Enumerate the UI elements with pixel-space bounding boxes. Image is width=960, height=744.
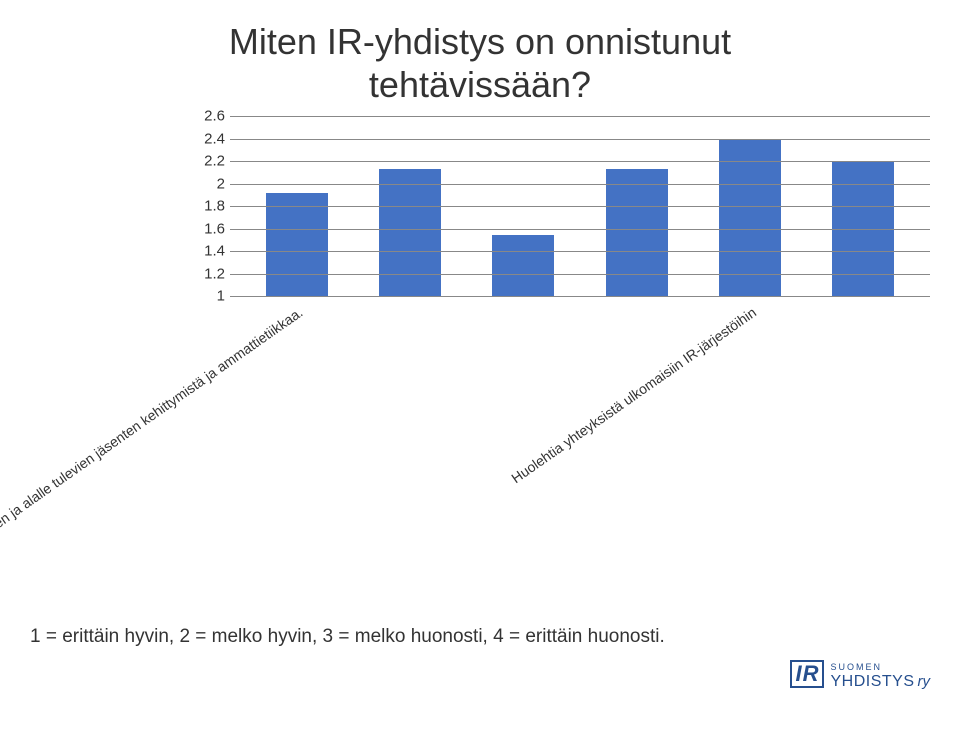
ytick-label: 1.4: [190, 243, 225, 260]
bar: [379, 169, 441, 296]
bar: [719, 139, 781, 297]
ytick-label: 1.2: [190, 265, 225, 282]
plot-area: Edistää alalla toimivien ja alalle tulev…: [230, 116, 930, 297]
gridline: [230, 251, 930, 252]
gridline: [230, 139, 930, 140]
chart-title: Miten IR-yhdistys on onnistunut tehtävis…: [30, 20, 930, 106]
ytick-label: 2.4: [190, 130, 225, 147]
logo-suomen: SUOMEN: [830, 662, 882, 672]
ytick-label: 2: [190, 175, 225, 192]
xtick-label: Huolehtia yhteyksistä ulkomaisiin IR-jär…: [508, 304, 759, 486]
bar: [266, 193, 328, 297]
bar: [492, 235, 554, 297]
bar-chart: Edistää alalla toimivien ja alalle tulev…: [190, 116, 930, 616]
logo-ry: ry: [918, 673, 931, 690]
title-line-1: Miten IR-yhdistys on onnistunut: [229, 21, 731, 62]
ytick-label: 1.6: [190, 220, 225, 237]
gridline: [230, 206, 930, 207]
ytick-label: 1: [190, 288, 225, 305]
iry-logo: IR SUOMEN YHDISTYSry: [790, 658, 930, 690]
title-line-2: tehtävissään?: [369, 64, 591, 105]
ytick-label: 2.6: [190, 108, 225, 125]
xtick-label: Edistää alalla toimivien ja alalle tulev…: [0, 304, 306, 604]
logo-yhdistys: YHDISTYS: [830, 673, 914, 690]
logo-row: IR SUOMEN YHDISTYSry: [30, 658, 930, 690]
ytick-label: 2.2: [190, 153, 225, 170]
gridline: [230, 229, 930, 230]
logo-ir-box: IR: [790, 660, 824, 688]
bar: [606, 169, 668, 296]
logo-text-block: SUOMEN YHDISTYSry: [830, 658, 930, 690]
gridline: [230, 184, 930, 185]
gridline: [230, 274, 930, 275]
scale-legend: 1 = erittäin hyvin, 2 = melko hyvin, 3 =…: [30, 626, 930, 648]
gridline: [230, 161, 930, 162]
gridline: [230, 116, 930, 117]
ytick-label: 1.8: [190, 198, 225, 215]
logo-ir-text: IR: [795, 661, 819, 686]
